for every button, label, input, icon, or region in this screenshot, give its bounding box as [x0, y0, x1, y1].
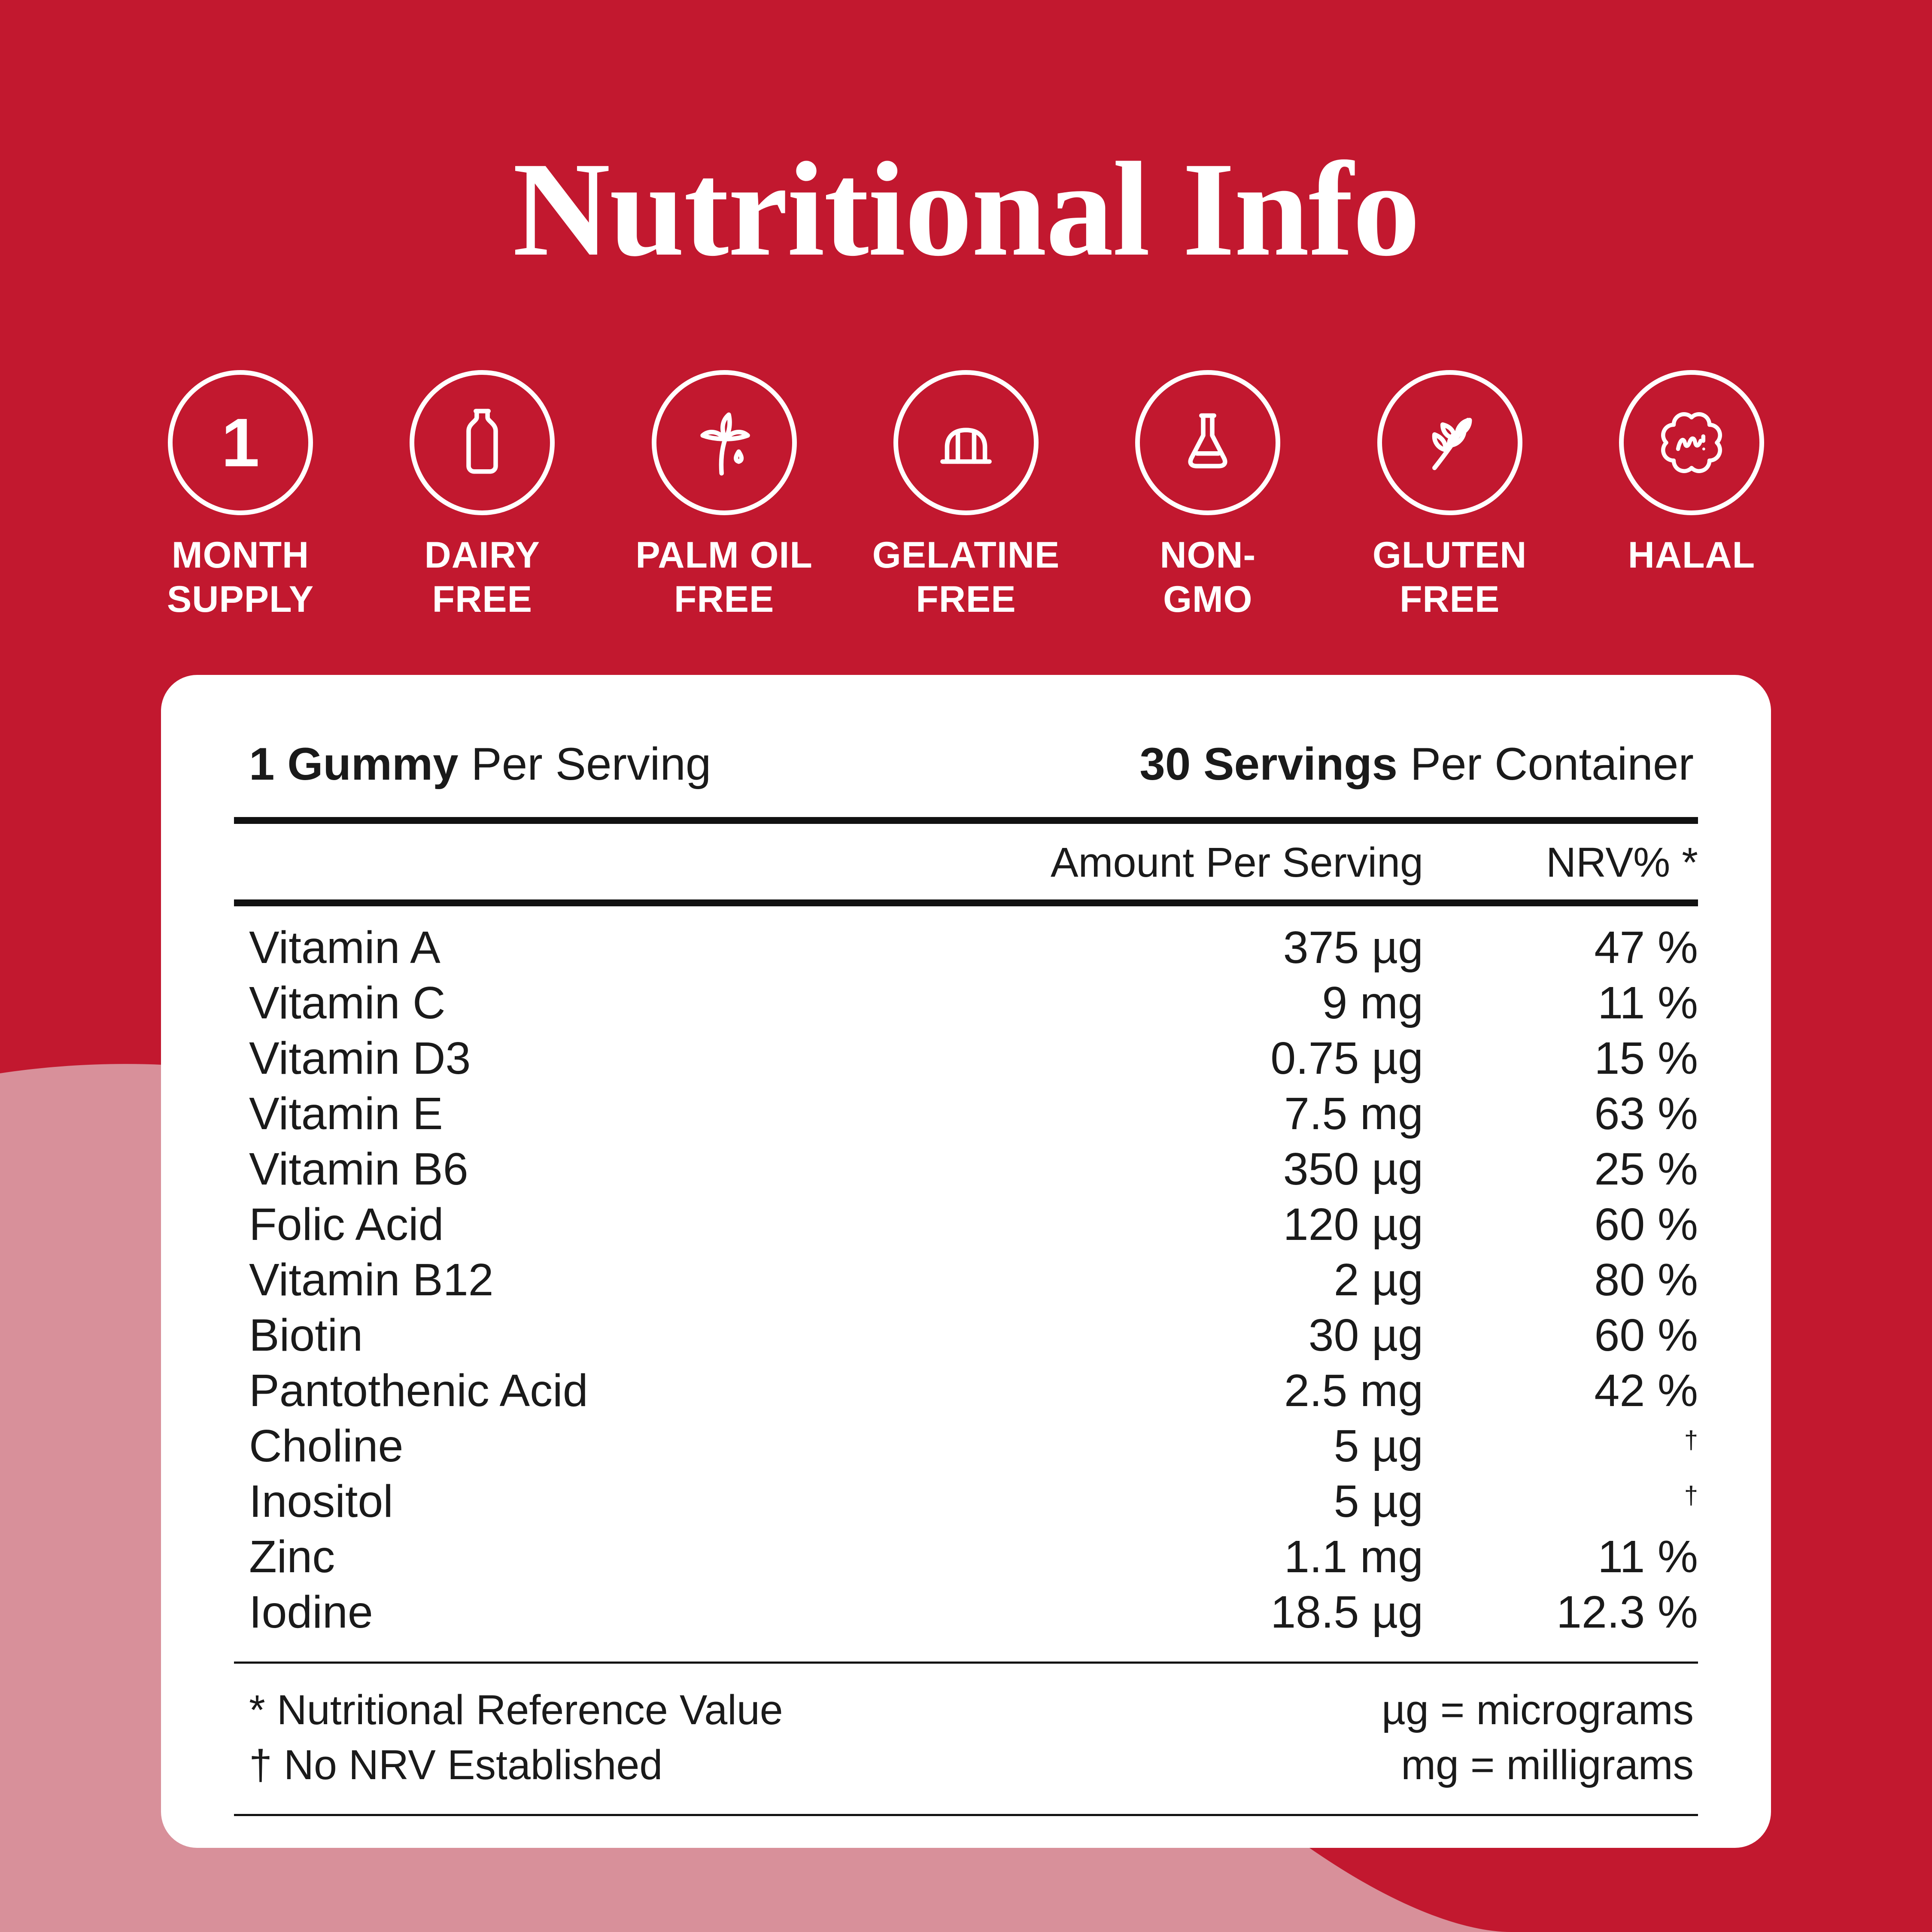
nutrient-amount: 2.5 mg — [1284, 1365, 1423, 1416]
nutrient-name: Choline — [249, 1421, 404, 1471]
container-count: 30 Servings — [1139, 738, 1398, 790]
column-header-nrv: NRV% * — [1546, 839, 1698, 886]
badge-halal: HALAL — [1580, 370, 1803, 622]
nutrient-row: Vitamin D3 0.75 µg 15 % — [234, 1033, 1698, 1088]
palm-tree-icon — [651, 370, 797, 515]
nutrition-panel: 1 Gummy Per Serving 30 Servings Per Cont… — [161, 675, 1771, 1848]
divider — [234, 817, 1698, 824]
nutrient-nrv: 15 % — [1594, 1033, 1698, 1084]
flask-icon — [1135, 370, 1281, 515]
nutrient-nrv: 11 % — [1598, 1531, 1698, 1582]
nutrient-name: Vitamin D3 — [249, 1033, 471, 1084]
nutrient-nrv: 60 % — [1594, 1199, 1698, 1250]
serving-summary: 1 Gummy Per Serving 30 Servings Per Cont… — [249, 737, 1694, 790]
nutrient-amount: 1.1 mg — [1284, 1531, 1423, 1582]
badge-label: DAIRY FREE — [424, 535, 541, 620]
nutrient-nrv: 25 % — [1594, 1144, 1698, 1194]
nutrient-nrv: 80 % — [1594, 1255, 1698, 1305]
nutrient-row: Iodine 18.5 µg 12.3 % — [234, 1586, 1698, 1642]
badge-month-supply: 1 MONTH SUPPLY — [129, 370, 352, 622]
nutrient-name: Folic Acid — [249, 1199, 444, 1250]
nutrient-nrv: 42 % — [1594, 1365, 1698, 1416]
serving-count: 1 Gummy — [249, 738, 459, 790]
badge-label: PALM OIL FREE — [635, 535, 813, 620]
halal-stamp-icon — [1619, 370, 1764, 515]
jelly-icon — [893, 370, 1039, 515]
nutrient-nrv: 60 % — [1594, 1310, 1698, 1361]
nutrient-name: Biotin — [249, 1310, 363, 1361]
nutrient-nrv: 63 % — [1594, 1088, 1698, 1139]
badge-gluten-free: GLUTEN FREE — [1338, 370, 1561, 622]
nutrient-name: Vitamin C — [249, 978, 446, 1028]
column-header-amount: Amount Per Serving — [1050, 839, 1423, 886]
badge-non-gmo: NON- GMO — [1096, 370, 1319, 622]
footnotes-left: * Nutritional Reference Value † No NRV E… — [249, 1683, 783, 1792]
nutrient-amount: 9 mg — [1322, 978, 1423, 1028]
nutrient-nrv: † — [1684, 1482, 1698, 1510]
badge-label: GLUTEN FREE — [1372, 535, 1527, 620]
badge-label: NON- GMO — [1160, 535, 1256, 620]
nutrient-row: Folic Acid 120 µg 60 % — [234, 1199, 1698, 1254]
nutrient-row: Vitamin C 9 mg 11 % — [234, 977, 1698, 1033]
nutrient-nrv: 12.3 % — [1556, 1587, 1698, 1637]
nutrient-row: Vitamin E 7.5 mg 63 % — [234, 1088, 1698, 1143]
nutrient-name: Iodine — [249, 1587, 373, 1637]
wheat-sprig-icon — [1377, 370, 1522, 515]
serving-per-serving: 1 Gummy Per Serving — [249, 738, 711, 790]
nutrient-name: Vitamin E — [249, 1088, 443, 1139]
servings-per-container: 30 Servings Per Container — [1139, 738, 1694, 790]
nutrient-nrv: 47 % — [1594, 922, 1698, 973]
footnote-milligrams: mg = milligrams — [1401, 1741, 1694, 1789]
nutrient-amount: 120 µg — [1283, 1199, 1423, 1250]
footnote-micrograms: µg = micrograms — [1382, 1686, 1694, 1733]
nutrient-name: Inositol — [249, 1476, 393, 1527]
nutrient-nrv: † — [1684, 1426, 1698, 1454]
footnotes-right: µg = micrograms mg = milligrams — [1382, 1683, 1694, 1792]
badge-label: HALAL — [1628, 535, 1756, 576]
milk-bottle-icon — [410, 370, 555, 515]
nutrient-name: Vitamin B6 — [249, 1144, 468, 1194]
nutrient-nrv: 11 % — [1598, 978, 1698, 1028]
nutrient-row: Zinc 1.1 mg 11 % — [234, 1531, 1698, 1586]
nutrient-name: Vitamin A — [249, 922, 440, 973]
nutrient-amount: 0.75 µg — [1270, 1033, 1423, 1084]
nutrient-row: Vitamin B6 350 µg 25 % — [234, 1143, 1698, 1199]
nutrient-name: Zinc — [249, 1531, 335, 1582]
nutrient-amount: 5 µg — [1334, 1421, 1423, 1471]
badge-label: GELATINE FREE — [872, 535, 1060, 620]
badge-dairy-free: DAIRY FREE — [371, 370, 594, 622]
number-one-icon: 1 — [168, 370, 313, 515]
nutrient-row: Biotin 30 µg 60 % — [234, 1309, 1698, 1365]
nutrient-row: Inositol 5 µg † — [234, 1476, 1698, 1531]
badge-palm-oil-free: PALM OIL FREE — [613, 370, 836, 622]
divider — [234, 1662, 1698, 1664]
divider — [234, 1814, 1698, 1817]
nutrient-amount: 30 µg — [1308, 1310, 1423, 1361]
nutrient-row: Pantothenic Acid 2.5 mg 42 % — [234, 1365, 1698, 1420]
page-title: Nutritional Info — [513, 134, 1420, 284]
footnote-dagger: † No NRV Established — [249, 1741, 663, 1789]
nutrient-amount: 2 µg — [1334, 1255, 1423, 1305]
nutrient-row: Choline 5 µg † — [234, 1420, 1698, 1476]
nutrient-amount: 350 µg — [1283, 1144, 1423, 1194]
footnote-nrv: * Nutritional Reference Value — [249, 1686, 783, 1733]
nutrient-amount: 7.5 mg — [1284, 1088, 1423, 1139]
table-header-row: Amount Per Serving NRV% * — [234, 824, 1698, 899]
nutrient-amount: 5 µg — [1334, 1476, 1423, 1527]
nutrient-amount: 18.5 µg — [1270, 1587, 1423, 1637]
nutrient-name: Pantothenic Acid — [249, 1365, 588, 1416]
divider — [234, 899, 1698, 906]
nutrient-amount: 375 µg — [1283, 922, 1423, 973]
footnotes: * Nutritional Reference Value † No NRV E… — [234, 1664, 1698, 1814]
nutrient-name: Vitamin B12 — [249, 1255, 494, 1305]
badge-label: MONTH SUPPLY — [167, 535, 314, 620]
nutrient-row: Vitamin A 375 µg 47 % — [234, 922, 1698, 977]
feature-badges-row: 1 MONTH SUPPLY DAIRY FREE PALM OIL FREE — [129, 370, 1803, 622]
nutrient-row: Vitamin B12 2 µg 80 % — [234, 1254, 1698, 1309]
badge-gelatine-free: GELATINE FREE — [854, 370, 1078, 622]
